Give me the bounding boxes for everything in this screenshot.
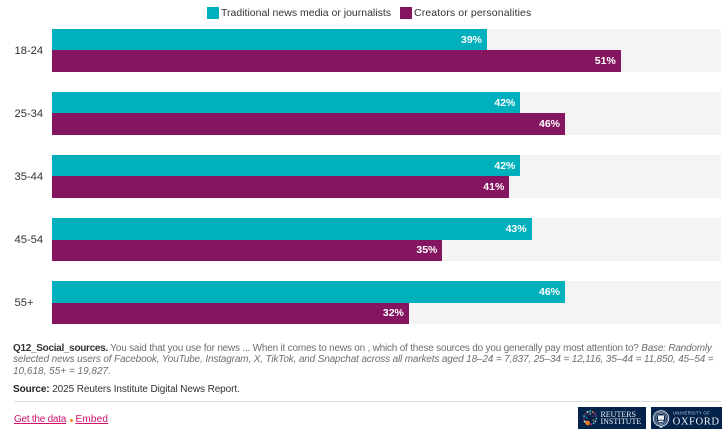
svg-text:OXFORD: OXFORD	[672, 416, 719, 427]
svg-text:UNIVERSITY OF: UNIVERSITY OF	[673, 410, 710, 415]
svg-text:INSTITUTE: INSTITUTE	[600, 417, 641, 426]
svg-text:REUTERS: REUTERS	[600, 410, 636, 419]
